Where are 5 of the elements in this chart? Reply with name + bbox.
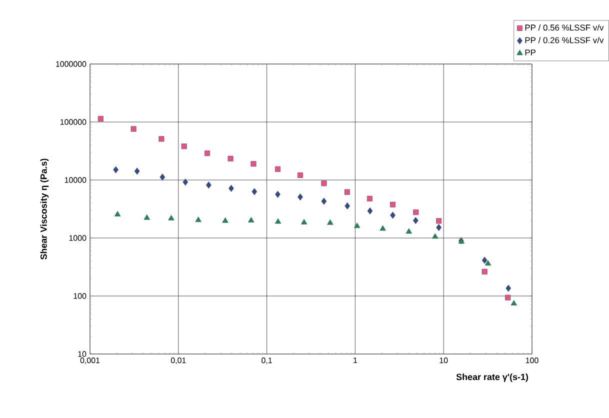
legend-label: PP [525,50,536,56]
legend-label: PP / 0.26 %LSSF v/v [525,36,604,44]
y-axis-title: Shear Viscosity η (Pa.s) [40,158,49,260]
x-axis-title: Shear rate γ'(s-1) [456,374,528,382]
legend-label: PP / 0.56 %LSSF v/v [525,24,604,31]
